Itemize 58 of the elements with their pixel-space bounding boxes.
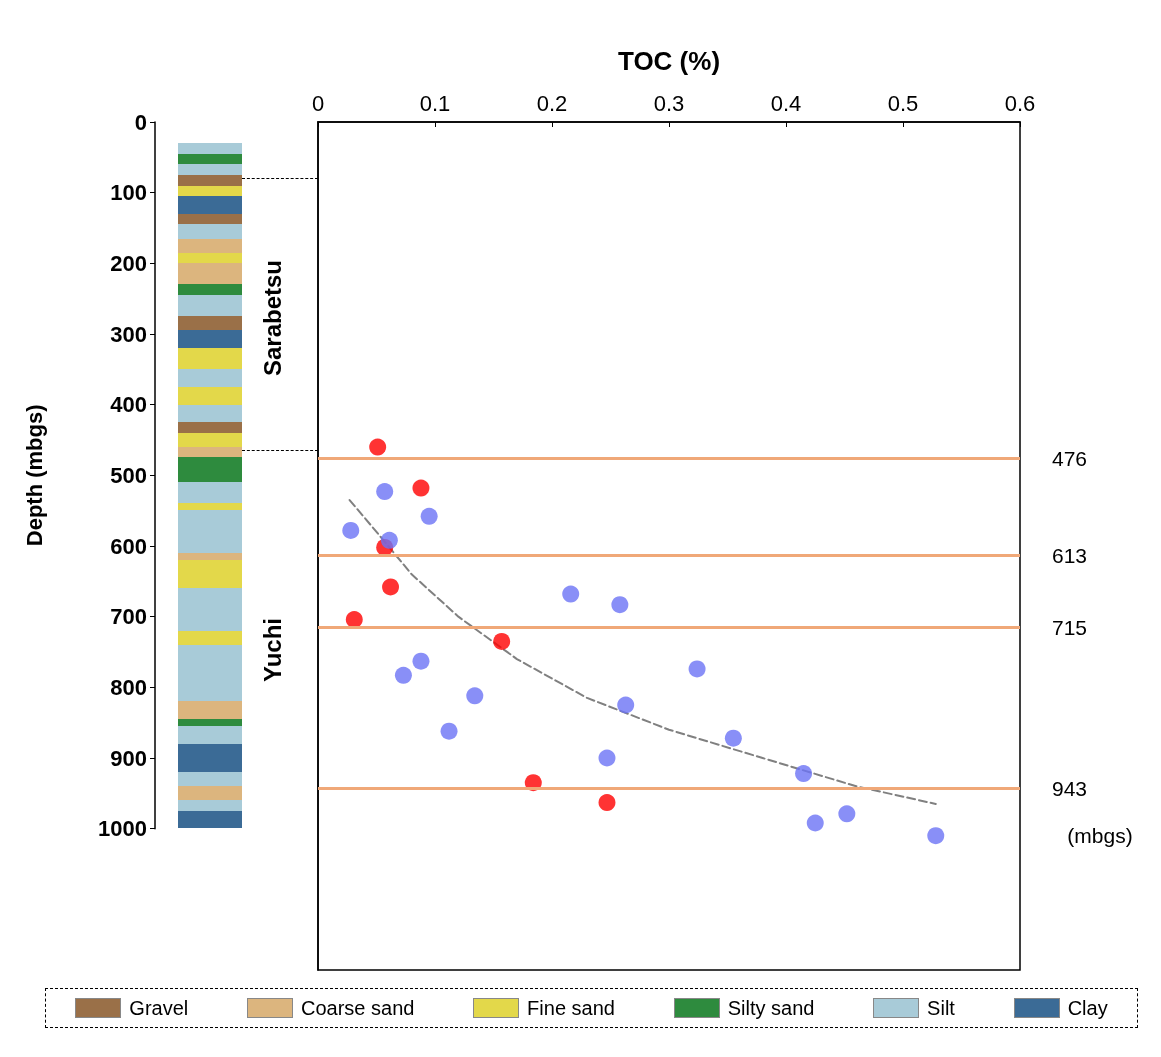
- y-tick-label: 600: [110, 533, 147, 559]
- text: Silt: [927, 996, 955, 1020]
- y-tick-label: 100: [110, 180, 147, 206]
- text: Silty sand: [727, 996, 815, 1020]
- x-tick-label: 0.2: [536, 90, 568, 116]
- point: [382, 578, 400, 596]
- x-tick-label: 0.4: [770, 90, 802, 116]
- point: [795, 765, 813, 783]
- y-tick-label: 800: [110, 674, 147, 700]
- point: [420, 507, 438, 525]
- x-tick-label: 0.5: [887, 90, 919, 116]
- text: Coarse sand: [300, 996, 415, 1020]
- text: (mbgs): [1067, 823, 1133, 847]
- y-tick-label: 200: [110, 250, 147, 276]
- ref-line-label: 613: [1052, 543, 1088, 567]
- y-tick-label: 700: [110, 604, 147, 630]
- ref-line-label: 476: [1052, 446, 1088, 470]
- point: [412, 479, 430, 497]
- point: [345, 611, 363, 628]
- point: [394, 666, 412, 684]
- point: [838, 805, 856, 823]
- point: [688, 660, 706, 678]
- line-series: [348, 499, 937, 805]
- point: [598, 794, 616, 812]
- text: Clay: [1067, 996, 1108, 1020]
- point: [440, 722, 458, 740]
- point: [806, 814, 824, 832]
- text: Gravel: [129, 996, 189, 1020]
- point: [369, 438, 387, 456]
- text: Sarabetsu: [258, 259, 286, 377]
- point: [724, 729, 742, 747]
- y-tick-label: 400: [110, 392, 147, 418]
- y-axis-title: Depth (mbgs): [21, 404, 47, 547]
- x-tick-label: 0.6: [1004, 90, 1036, 116]
- point: [611, 596, 629, 614]
- point: [493, 632, 511, 650]
- point: [562, 585, 580, 603]
- point: [342, 521, 360, 539]
- x-tick-label: 0.3: [653, 90, 685, 116]
- x-axis-title: TOC (%): [617, 46, 721, 76]
- text: Fine sand: [527, 996, 615, 1020]
- point: [380, 531, 398, 549]
- y-tick-label: 1000: [98, 816, 147, 842]
- ref-line-label: 943: [1052, 776, 1088, 800]
- ref-line-label: 715: [1052, 615, 1088, 639]
- y-tick-label: 300: [110, 321, 147, 347]
- point: [598, 749, 616, 767]
- text: Yuchi: [258, 617, 286, 683]
- point: [412, 652, 430, 670]
- y-tick-label: 0: [134, 109, 147, 135]
- point: [927, 827, 945, 845]
- point: [376, 483, 394, 501]
- y-tick-label: 500: [110, 462, 147, 488]
- x-tick-label: 0.1: [419, 90, 451, 116]
- x-tick-label: 0: [311, 90, 325, 116]
- point: [617, 696, 635, 714]
- point: [466, 687, 484, 705]
- y-tick-label: 900: [110, 745, 147, 771]
